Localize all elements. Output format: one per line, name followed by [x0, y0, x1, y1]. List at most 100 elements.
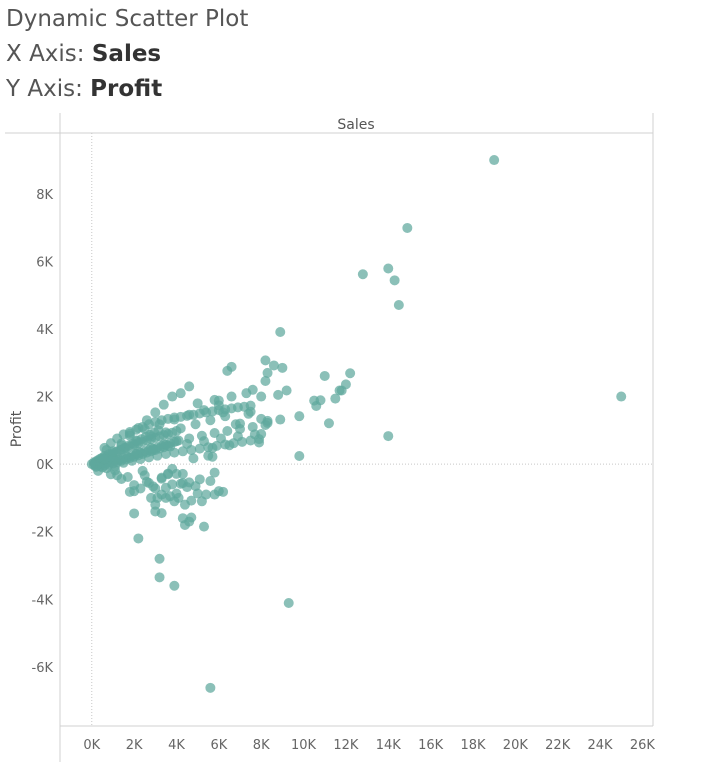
data-point[interactable]	[186, 444, 197, 455]
data-point[interactable]	[160, 448, 171, 459]
data-point[interactable]	[273, 389, 284, 400]
data-point[interactable]	[281, 385, 292, 396]
data-point[interactable]	[190, 419, 201, 430]
data-point[interactable]	[294, 411, 305, 422]
data-point[interactable]	[127, 455, 138, 466]
data-point[interactable]	[260, 376, 271, 387]
data-point[interactable]	[237, 436, 248, 447]
data-point[interactable]	[283, 598, 294, 609]
data-point[interactable]	[228, 438, 239, 449]
data-point[interactable]	[129, 480, 140, 491]
data-point[interactable]	[186, 512, 197, 523]
data-point[interactable]	[205, 476, 216, 487]
data-point[interactable]	[315, 395, 326, 406]
data-point[interactable]	[275, 414, 286, 425]
data-point[interactable]	[226, 391, 237, 402]
data-point[interactable]	[245, 400, 256, 411]
data-point[interactable]	[203, 442, 214, 453]
data-point[interactable]	[205, 682, 216, 693]
data-point[interactable]	[152, 492, 163, 503]
data-point[interactable]	[262, 367, 273, 378]
data-point[interactable]	[107, 446, 118, 457]
data-point[interactable]	[141, 415, 152, 426]
data-point[interactable]	[199, 521, 210, 532]
data-point[interactable]	[133, 533, 144, 544]
data-point[interactable]	[192, 398, 203, 409]
data-point[interactable]	[323, 418, 334, 429]
data-point[interactable]	[260, 419, 271, 430]
data-point[interactable]	[175, 388, 186, 399]
data-point[interactable]	[207, 451, 218, 462]
data-point[interactable]	[209, 467, 220, 478]
data-point[interactable]	[201, 489, 212, 500]
data-point[interactable]	[220, 411, 231, 422]
data-point[interactable]	[110, 461, 121, 472]
data-point[interactable]	[186, 495, 197, 506]
data-point[interactable]	[213, 400, 224, 411]
data-point[interactable]	[177, 446, 188, 457]
data-point[interactable]	[218, 486, 229, 497]
data-point[interactable]	[294, 451, 305, 462]
data-point[interactable]	[184, 409, 195, 420]
data-point[interactable]	[160, 427, 171, 438]
data-point[interactable]	[122, 471, 133, 482]
data-point[interactable]	[116, 438, 127, 449]
data-point[interactable]	[220, 439, 231, 450]
data-point[interactable]	[188, 453, 199, 464]
data-point[interactable]	[209, 489, 220, 500]
data-point[interactable]	[184, 381, 195, 392]
data-point[interactable]	[118, 457, 129, 468]
data-point[interactable]	[254, 434, 265, 445]
data-point[interactable]	[211, 440, 222, 451]
data-point[interactable]	[245, 435, 256, 446]
data-point[interactable]	[205, 415, 216, 426]
data-point[interactable]	[383, 431, 394, 442]
data-point[interactable]	[148, 481, 159, 492]
data-point[interactable]	[150, 506, 161, 517]
data-point[interactable]	[489, 155, 500, 166]
data-point[interactable]	[169, 414, 180, 425]
data-point[interactable]	[167, 391, 178, 402]
data-point[interactable]	[179, 519, 190, 530]
y-axis-field[interactable]: Profit	[90, 76, 163, 102]
data-point[interactable]	[175, 423, 186, 434]
data-point[interactable]	[158, 399, 169, 410]
data-point[interactable]	[383, 263, 394, 274]
data-point[interactable]	[357, 269, 368, 280]
data-point[interactable]	[135, 454, 146, 465]
data-point[interactable]	[139, 470, 150, 481]
data-point[interactable]	[393, 299, 404, 310]
data-point[interactable]	[133, 422, 144, 433]
data-point[interactable]	[616, 391, 627, 402]
data-point[interactable]	[129, 508, 140, 519]
data-point[interactable]	[124, 430, 135, 441]
data-point[interactable]	[275, 327, 286, 338]
data-point[interactable]	[143, 452, 154, 463]
data-point[interactable]	[277, 362, 288, 373]
data-point[interactable]	[150, 407, 161, 418]
data-point[interactable]	[319, 370, 330, 381]
data-point[interactable]	[154, 419, 165, 430]
data-point[interactable]	[177, 478, 188, 489]
data-point[interactable]	[146, 431, 157, 442]
data-point[interactable]	[194, 443, 205, 454]
data-point[interactable]	[101, 463, 112, 474]
data-point[interactable]	[330, 393, 341, 404]
data-point[interactable]	[222, 426, 233, 437]
data-point[interactable]	[260, 355, 271, 366]
data-point[interactable]	[91, 460, 102, 471]
data-point[interactable]	[192, 488, 203, 499]
data-point[interactable]	[389, 275, 400, 286]
data-point[interactable]	[152, 450, 163, 461]
data-point[interactable]	[169, 447, 180, 458]
data-point[interactable]	[99, 454, 110, 465]
x-axis-field[interactable]: Sales	[91, 41, 162, 67]
data-point[interactable]	[160, 482, 171, 493]
data-point[interactable]	[345, 368, 356, 379]
data-point[interactable]	[165, 491, 176, 502]
data-point[interactable]	[222, 365, 233, 376]
data-point[interactable]	[241, 388, 252, 399]
data-point[interactable]	[199, 405, 210, 416]
data-point[interactable]	[169, 580, 180, 591]
data-point[interactable]	[154, 572, 165, 583]
